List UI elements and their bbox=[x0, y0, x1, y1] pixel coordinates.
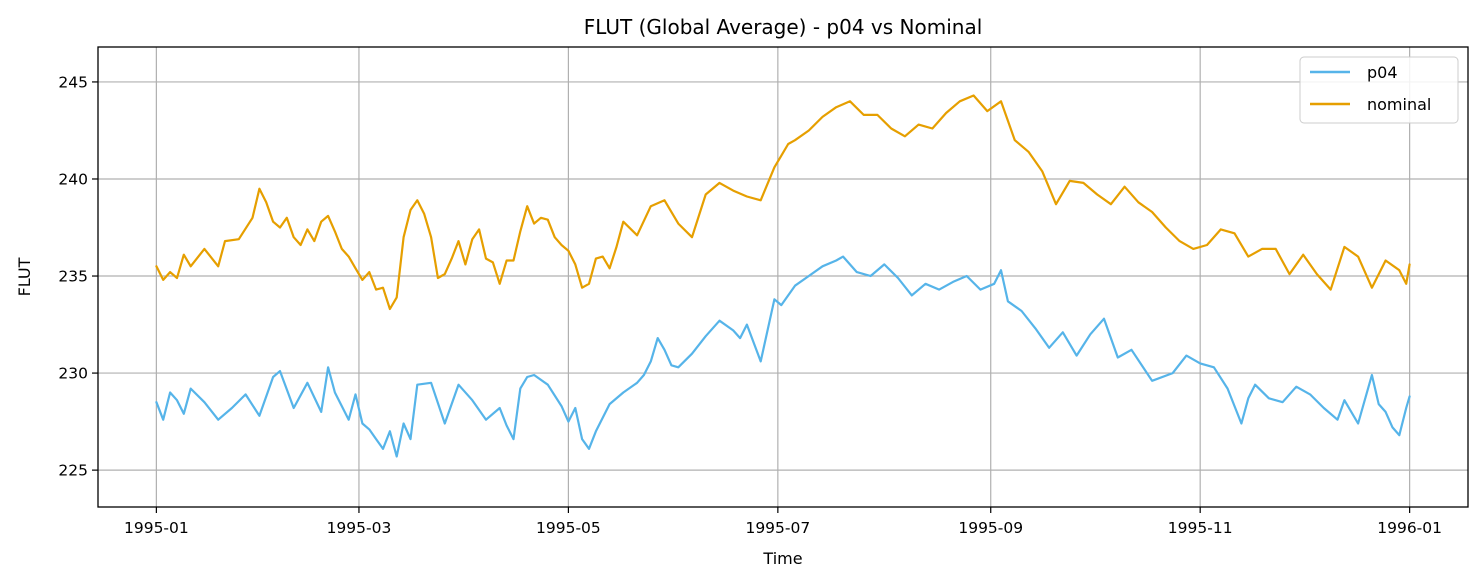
y-axis-ticks: 225 230 235 240 245 bbox=[58, 73, 98, 480]
x-tick-label: 1995-05 bbox=[536, 519, 601, 537]
x-axis-label: Time bbox=[762, 549, 802, 568]
y-tick-label: 245 bbox=[58, 73, 88, 91]
grid-lines bbox=[98, 47, 1468, 507]
y-axis-label: FLUT bbox=[15, 257, 34, 296]
x-tick-label: 1995-03 bbox=[327, 519, 392, 537]
y-tick-label: 235 bbox=[58, 268, 88, 286]
legend: p04 nominal bbox=[1299, 56, 1459, 124]
x-tick-label: 1995-01 bbox=[124, 519, 189, 537]
legend-box bbox=[1299, 56, 1459, 124]
y-tick-label: 230 bbox=[58, 365, 88, 383]
plot-frame bbox=[97, 46, 1469, 508]
x-tick-label: 1996-01 bbox=[1377, 519, 1442, 537]
y-tick-label: 240 bbox=[58, 170, 88, 188]
x-tick-label: 1995-11 bbox=[1168, 519, 1233, 537]
series-line-p04 bbox=[155, 255, 1411, 458]
series-line-nominal bbox=[155, 94, 1411, 311]
legend-label-nominal: nominal bbox=[1367, 95, 1431, 114]
chart-title: FLUT (Global Average) - p04 vs Nominal bbox=[584, 15, 983, 39]
series-layer bbox=[155, 94, 1411, 458]
y-tick-label: 225 bbox=[58, 462, 88, 480]
x-tick-label: 1995-09 bbox=[958, 519, 1023, 537]
x-axis-ticks: 1995-01 1995-03 1995-05 1995-07 1995-09 1995-… bbox=[124, 507, 1442, 537]
x-tick-label: 1995-07 bbox=[745, 519, 810, 537]
legend-label-p04: p04 bbox=[1367, 63, 1398, 82]
